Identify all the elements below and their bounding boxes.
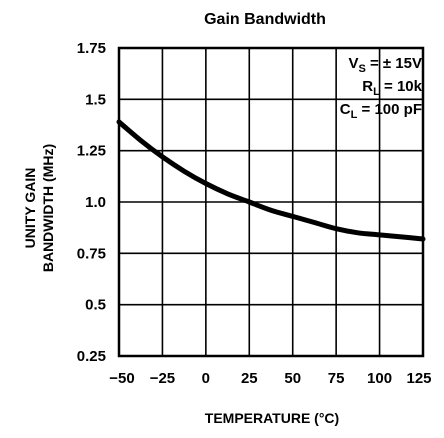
x-tick-label: 100 xyxy=(367,370,392,387)
y-tick-label: 1.75 xyxy=(77,40,106,57)
annotation-cl: CL = 100 pF xyxy=(340,101,422,121)
annotation-rl: RL = 10k xyxy=(362,78,422,98)
annotation-vs: VS = ± 15V xyxy=(348,55,422,75)
x-tick-label: 25 xyxy=(241,370,258,387)
y-axis-tick-labels: 0.25 0.5 0.75 1.0 1.25 1.5 1.75 xyxy=(77,40,106,365)
y-tick-label: 1.0 xyxy=(85,194,106,211)
grid xyxy=(118,47,424,357)
conditions-annotation: VS = ± 15V RL = 10k CL = 100 pF xyxy=(340,55,423,121)
x-tick-label: −50 xyxy=(109,370,134,387)
y-tick-label: 1.5 xyxy=(85,91,106,108)
y-tick-label: 0.75 xyxy=(77,245,106,262)
x-tick-label: −25 xyxy=(150,370,175,387)
series-line xyxy=(116,119,426,242)
x-tick-label: 75 xyxy=(328,370,345,387)
y-axis-label-line1: UNITY GAIN xyxy=(22,168,38,249)
y-axis-label-line2: BANDWIDTH (MHz) xyxy=(40,144,56,272)
x-tick-label: 0 xyxy=(202,370,210,387)
x-axis-tick-labels: −50 −25 0 25 50 75 100 125 xyxy=(109,370,431,387)
y-tick-label: 1.25 xyxy=(77,143,106,160)
x-tick-label: 125 xyxy=(406,370,431,387)
x-tick-label: 50 xyxy=(284,370,301,387)
plot-frame xyxy=(117,46,425,358)
y-tick-label: 0.5 xyxy=(85,297,106,314)
chart-title: Gain Bandwidth xyxy=(204,11,326,28)
x-axis-label: TEMPERATURE (°C) xyxy=(205,410,339,426)
y-tick-label: 0.25 xyxy=(77,348,106,365)
